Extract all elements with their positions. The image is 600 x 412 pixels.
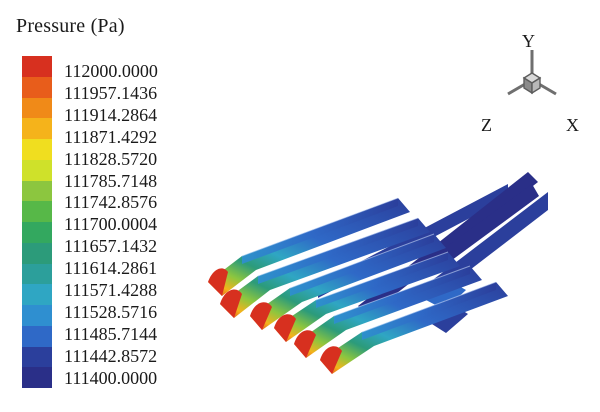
channel-2 [220, 218, 430, 318]
inlet-4 [274, 314, 296, 342]
legend-swatch [22, 159, 52, 181]
legend-swatch [22, 242, 52, 264]
y-axis-label: Y [522, 31, 535, 51]
pressure-contour-visualization [198, 164, 548, 394]
side-face-1 [242, 198, 398, 264]
flow-channels [208, 198, 508, 374]
legend-label: 112000.0000 [64, 61, 158, 81]
legend-swatch [22, 56, 52, 77]
channel-4 [274, 252, 460, 342]
legend-swatch [22, 201, 52, 222]
legend-label: 111742.8576 [64, 192, 158, 213]
legend-label: 111571.4288 [64, 280, 158, 300]
legend-label: 111442.8572 [64, 345, 158, 366]
triad-cube-right [531, 76, 541, 95]
legend-swatch [22, 263, 52, 285]
inlet-6 [320, 346, 342, 374]
color-bar [22, 56, 52, 388]
legend-swatch [22, 305, 52, 326]
contour-graphic [208, 172, 548, 374]
legend-swatch [22, 76, 52, 98]
inlet-5 [294, 330, 316, 358]
axis-triad-graphic [507, 50, 557, 96]
legend-label: 111700.0004 [64, 214, 158, 235]
x-axis-label: X [566, 115, 579, 135]
side-face-3 [290, 234, 434, 296]
wall-line-6 [361, 281, 497, 333]
legend-swatch [22, 180, 52, 202]
channel-3 [250, 234, 446, 330]
legend-label: 111957.1436 [64, 82, 158, 103]
legend-label: 111785.7148 [64, 170, 158, 191]
inlet-2 [220, 289, 242, 318]
channel-side-faces [242, 198, 496, 340]
legend-label: 111485.7144 [64, 323, 158, 344]
side-face-2 [258, 218, 418, 284]
legend-label: 111400.0000 [64, 367, 158, 388]
legend-label: 111614.2861 [64, 258, 158, 279]
channel-5 [294, 266, 482, 358]
coordinate-triad: Y X Z [474, 22, 584, 142]
inlet-1 [208, 268, 228, 296]
z-axis-label: Z [481, 115, 492, 135]
legend-swatch [22, 222, 52, 243]
legend-label: 111528.5716 [64, 301, 158, 322]
legend-label: 111828.5720 [64, 148, 158, 169]
wall-line-3 [289, 233, 435, 289]
inlet-3 [250, 302, 272, 330]
legend-label: 111871.4292 [64, 126, 158, 147]
channel-6 [320, 282, 508, 374]
legend-swatch [22, 139, 52, 160]
wall-line-1 [241, 197, 399, 257]
legend-swatch [22, 97, 52, 119]
legend-title: Pressure (Pa) [16, 15, 125, 37]
side-face-5 [334, 266, 470, 324]
wall-line-4 [315, 251, 449, 301]
side-face-4 [316, 252, 448, 308]
wall-line-2 [257, 217, 419, 277]
legend-swatch [22, 346, 52, 368]
inlet-highlights [208, 268, 342, 374]
legend-swatch [22, 118, 52, 139]
legend-swatch [22, 284, 52, 305]
pressure-legend: 112000.0000 111957.1436 111914.2864 111871.… [14, 56, 264, 392]
legend-label: 111914.2864 [64, 104, 158, 125]
legend-label: 111657.1432 [64, 236, 158, 257]
legend-swatch [22, 325, 52, 347]
side-face-6 [362, 282, 496, 340]
back-slab-3 [423, 184, 539, 277]
wall-line-5 [333, 265, 471, 317]
channel-1 [208, 198, 410, 296]
legend-swatch [22, 367, 52, 388]
channel-walls [241, 197, 497, 333]
